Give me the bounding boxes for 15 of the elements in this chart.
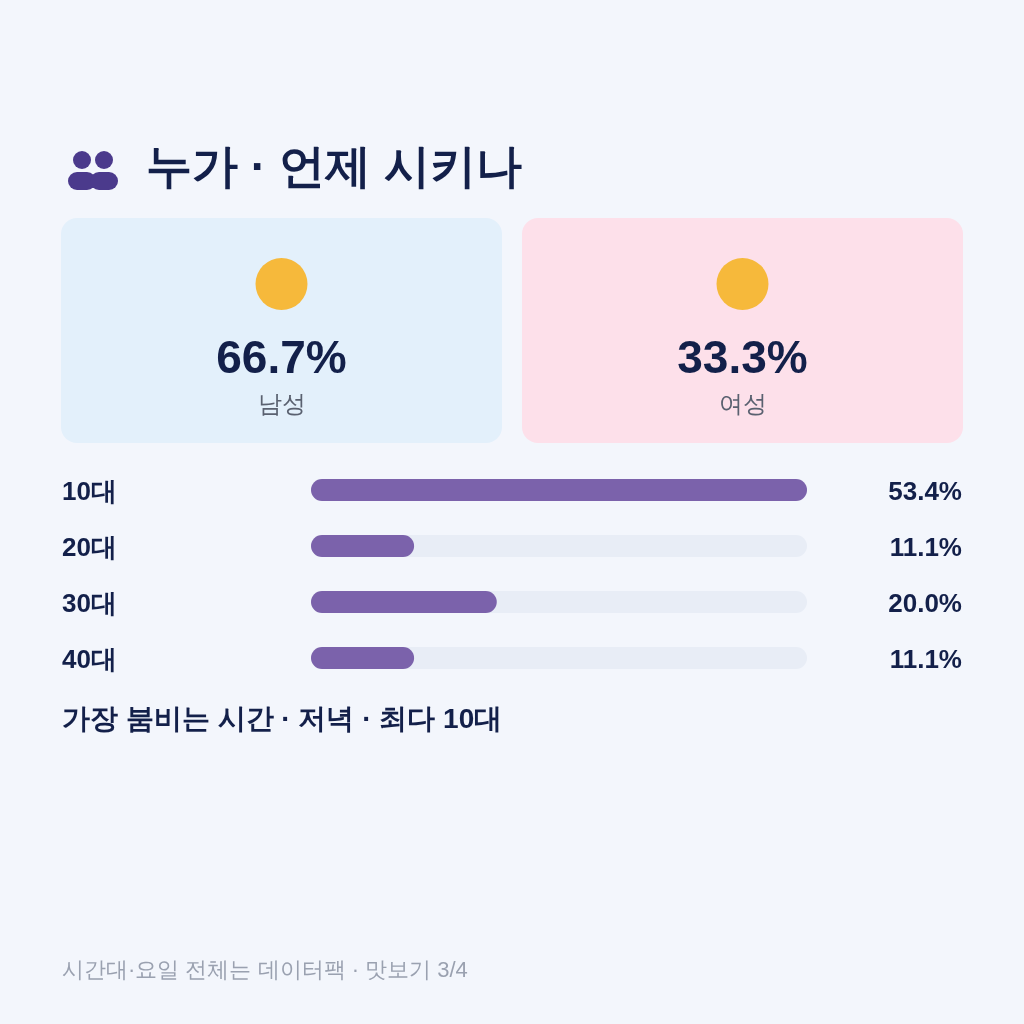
data-label: 20.0% [888,588,962,618]
data-label: 53.4% [888,476,962,506]
data-label: 11.1% [889,532,962,562]
y-tick-label: 30대 [62,588,117,618]
text: 66.7% [216,331,347,383]
category-label: 여성 [718,390,767,417]
text: 33.3% [677,331,808,383]
data-label: 11.1% [889,644,962,674]
y-tick-label: 40대 [62,644,117,674]
text: 누가 · 언제 시키나 [146,140,522,192]
category-label: 남성 [257,390,306,417]
text: 시간대·요일 전체는 데이터팩 · 맛보기 3/4 [62,957,468,982]
text: 가장 붐비는 시간 · 저녁 · 최다 10대 [62,703,503,734]
y-tick-label: 10대 [62,476,117,506]
y-tick-label: 20대 [62,532,117,562]
